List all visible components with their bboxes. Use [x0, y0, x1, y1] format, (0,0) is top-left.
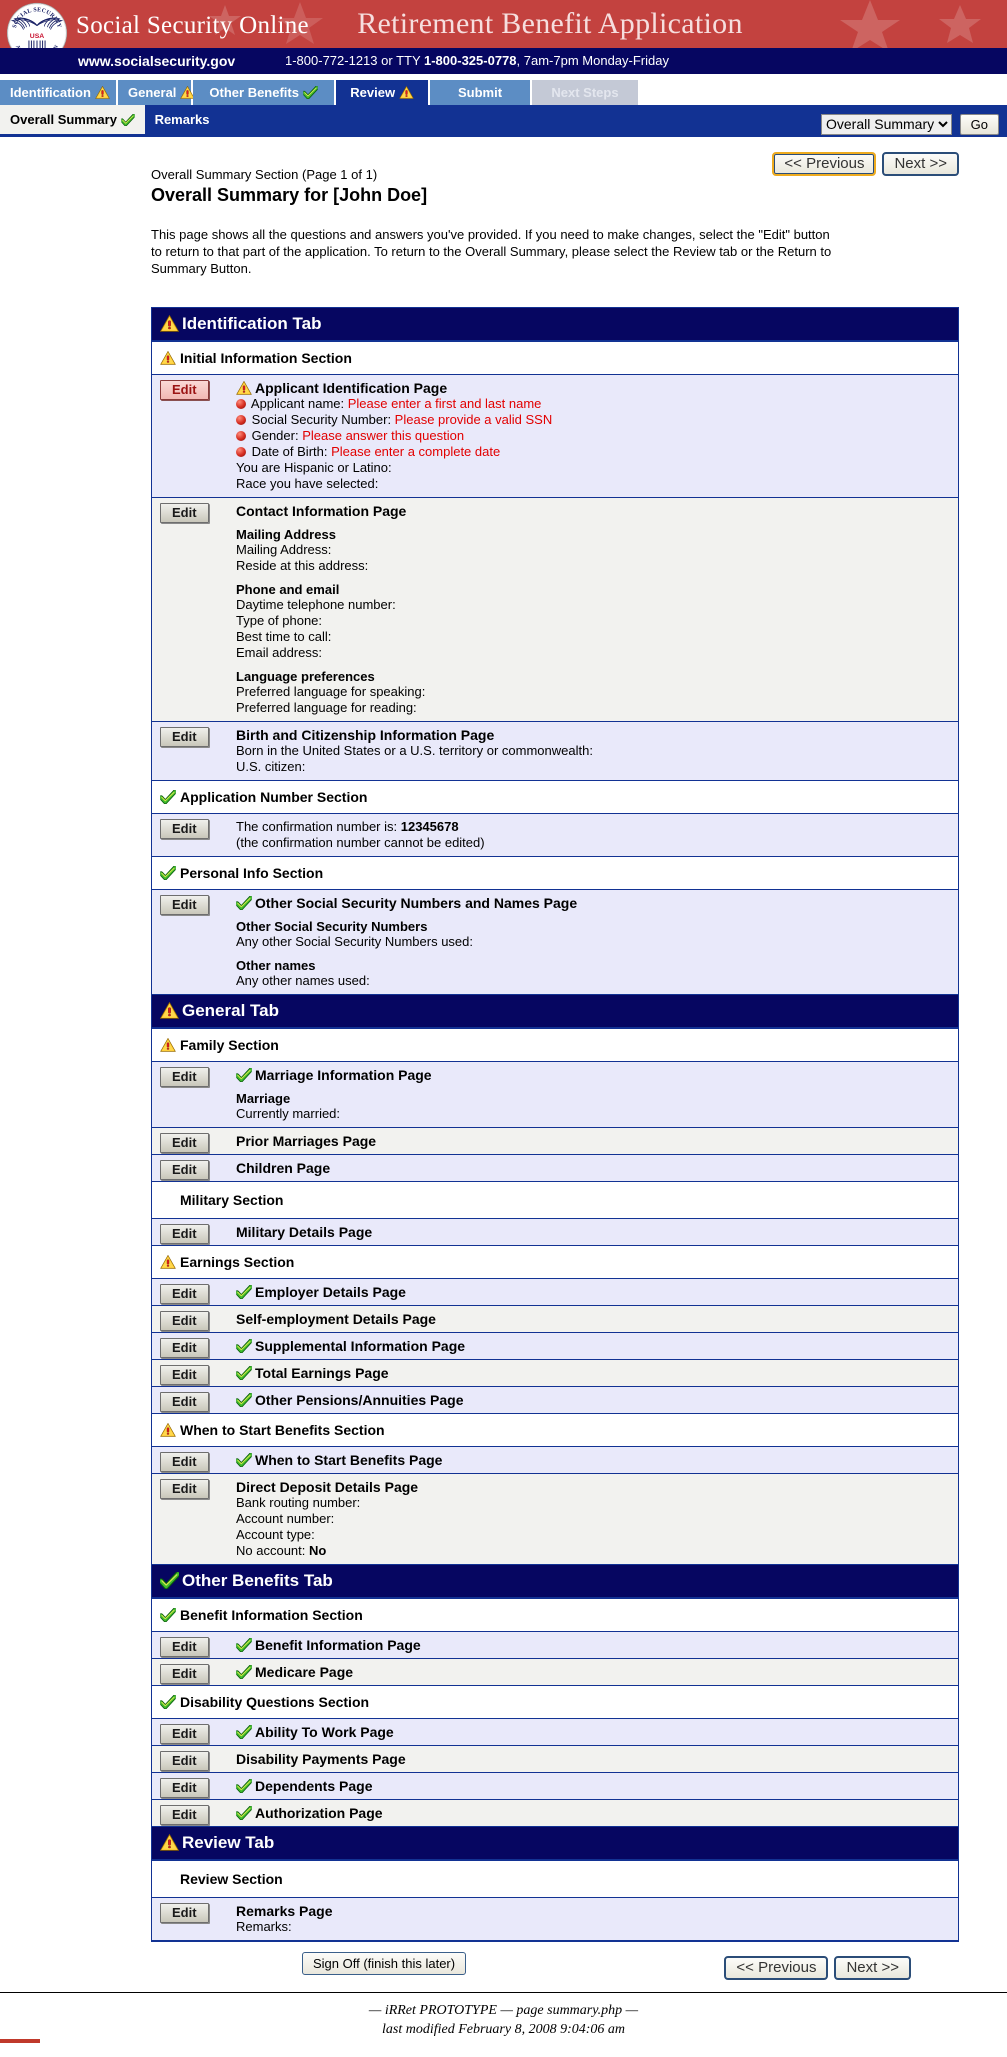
- svg-text:USA: USA: [30, 33, 44, 40]
